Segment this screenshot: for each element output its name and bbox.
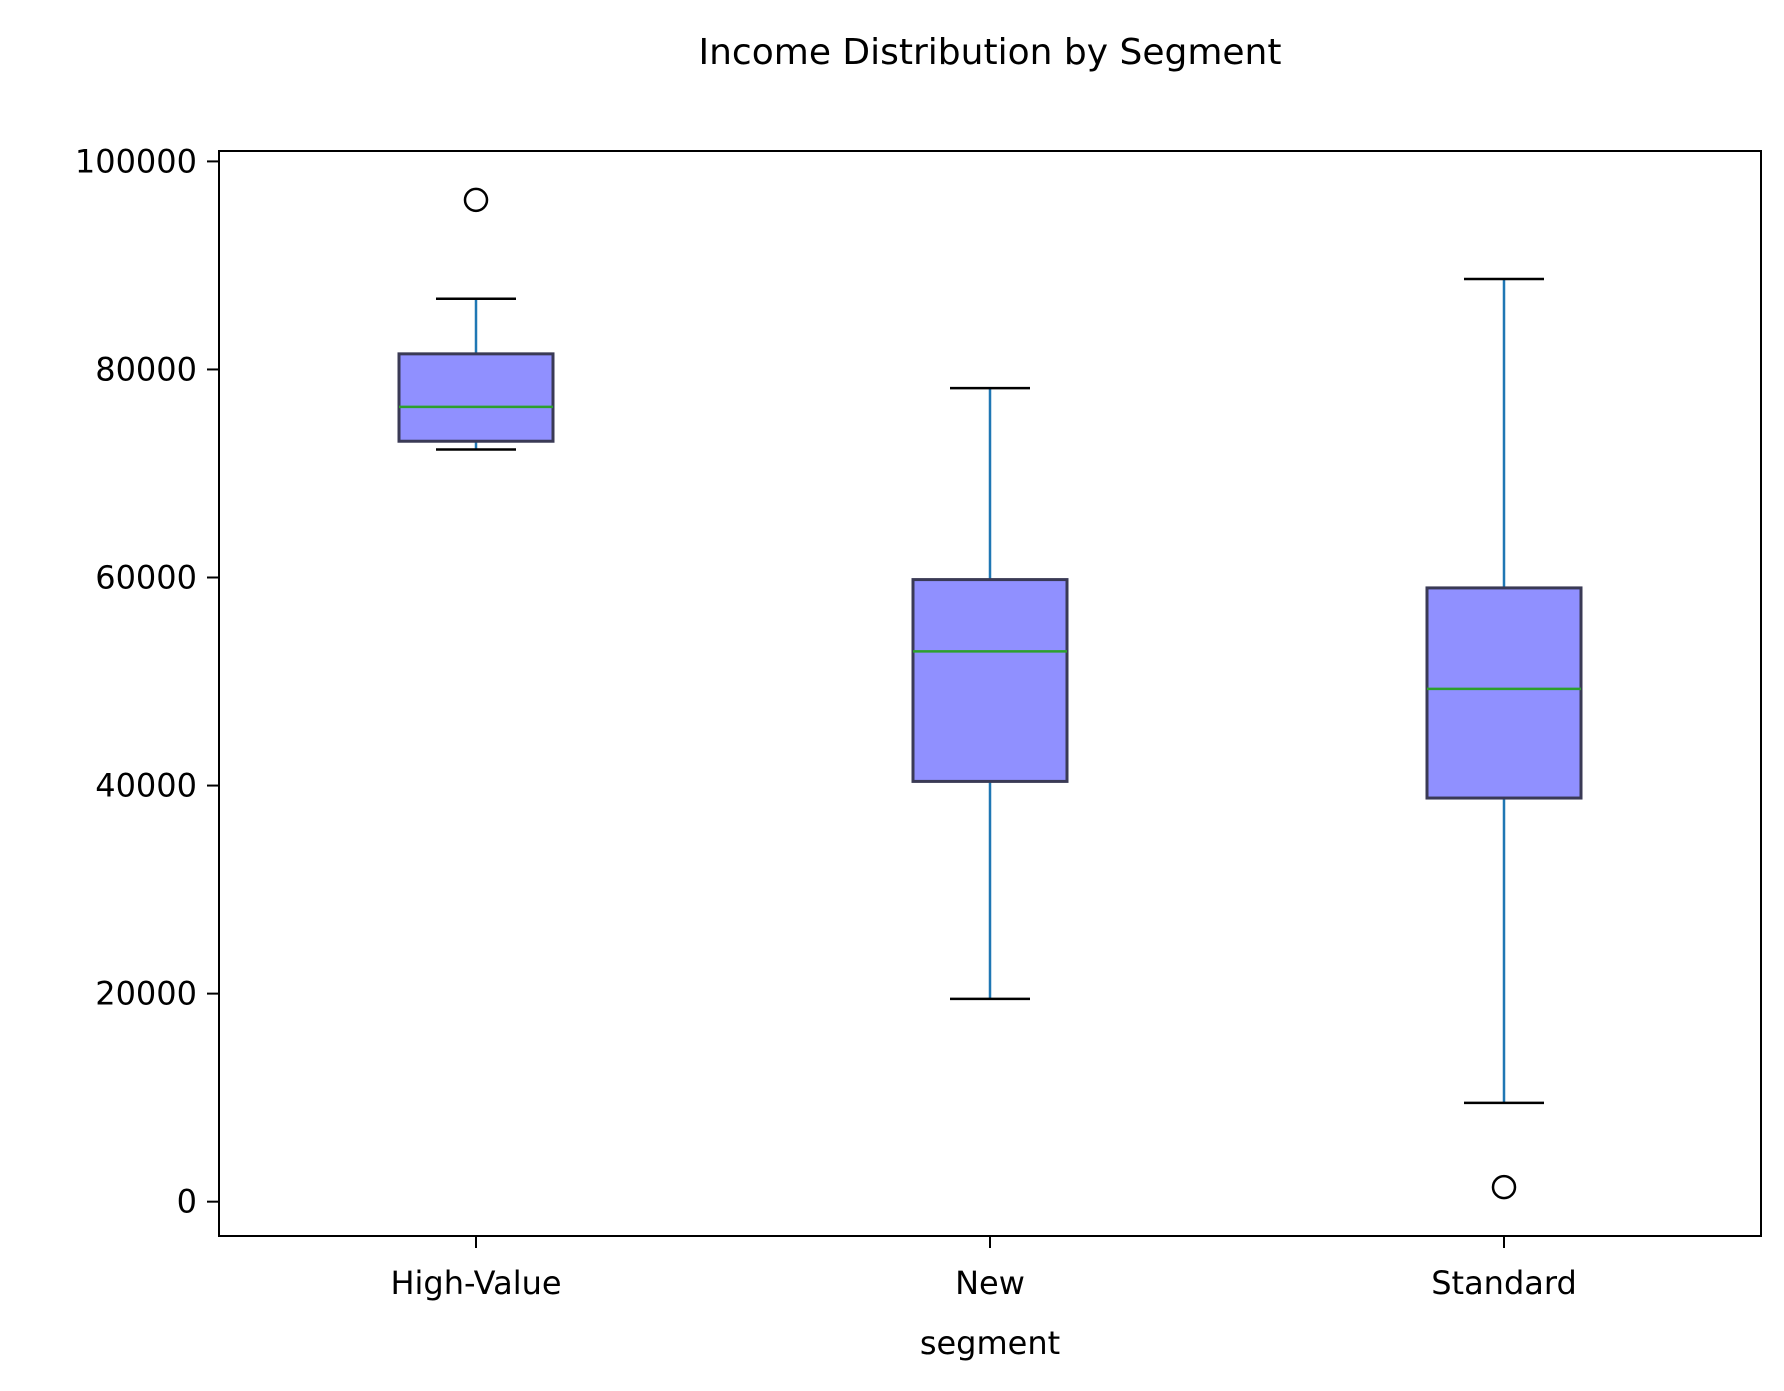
box-group-standard (1425, 277, 1583, 1200)
y-tick-label: 100000 (75, 142, 197, 180)
y-tick-label: 20000 (95, 975, 197, 1013)
x-tick-label: High-Value (390, 1264, 561, 1302)
box-iqr (911, 578, 1069, 783)
y-tick-label: 60000 (95, 559, 197, 597)
y-tick-label: 80000 (95, 350, 197, 388)
x-axis: High-Value New Standard (390, 1236, 1577, 1302)
y-tick-label: 40000 (95, 767, 197, 805)
box-iqr (397, 352, 555, 443)
box-group-high-value (397, 187, 555, 451)
chart-title: Income Distribution by Segment (699, 32, 1282, 73)
boxes-layer (397, 187, 1583, 1200)
y-tick-label: 0 (177, 1183, 197, 1221)
x-tick-label: Standard (1431, 1264, 1577, 1302)
outlier-point (463, 187, 489, 213)
box-iqr (1425, 586, 1583, 800)
box-group-new (911, 386, 1069, 1001)
outlier-point (1491, 1174, 1517, 1200)
x-axis-label: segment (920, 1324, 1060, 1362)
x-tick-label: New (955, 1264, 1025, 1302)
y-axis: 0 20000 40000 60000 80000 100000 (75, 142, 219, 1221)
